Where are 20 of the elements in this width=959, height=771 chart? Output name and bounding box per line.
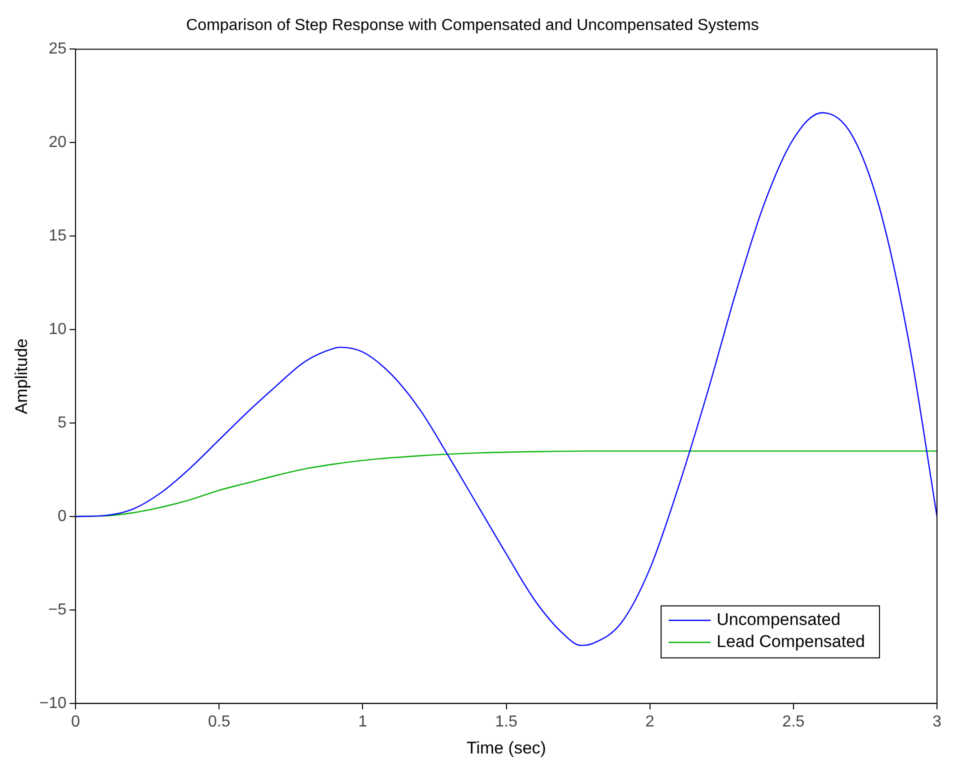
y-tick-label: 25 [48, 40, 67, 58]
y-tick-label: 15 [48, 228, 67, 245]
y-tick-label: 0 [58, 508, 67, 525]
x-axis-title: Time (sec) [466, 738, 546, 758]
x-tick-label: 0.5 [208, 713, 230, 730]
x-tick-label: 2 [645, 713, 654, 730]
legend-label: Uncompensated [716, 610, 840, 630]
x-tick-label: 1.5 [495, 713, 518, 730]
x-tick-label: 3 [932, 713, 942, 730]
x-tick-label: 1 [358, 713, 368, 730]
chart-title: Comparison of Step Response with Compensated and Uncompensated Systems [186, 17, 759, 34]
y-tick-label: 5 [58, 414, 67, 432]
y-tick-label: −5 [48, 601, 67, 618]
y-axis-title: Amplitude [12, 338, 31, 414]
x-tick-label: 0 [71, 713, 80, 730]
x-tick-label: 2.5 [782, 713, 805, 730]
y-tick-label: −10 [39, 694, 67, 712]
legend-label: Lead Compensated [716, 632, 866, 652]
y-tick-label: 10 [48, 320, 67, 338]
y-tick-label: 20 [48, 134, 67, 152]
